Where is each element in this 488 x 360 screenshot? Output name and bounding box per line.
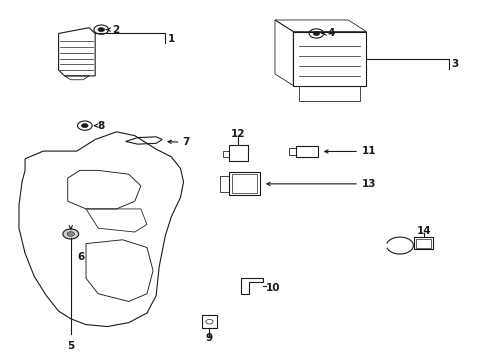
Text: 5: 5: [67, 341, 74, 351]
Text: 1: 1: [168, 34, 175, 44]
Text: 11: 11: [361, 147, 375, 157]
Text: 8: 8: [97, 121, 104, 131]
Circle shape: [67, 232, 74, 236]
Text: 9: 9: [205, 333, 213, 343]
Text: 3: 3: [451, 59, 458, 69]
Text: 10: 10: [265, 283, 280, 293]
Text: 7: 7: [182, 137, 189, 147]
Circle shape: [63, 229, 79, 239]
Text: 6: 6: [77, 252, 84, 262]
Circle shape: [312, 31, 319, 36]
Circle shape: [81, 123, 88, 128]
Circle shape: [98, 27, 104, 32]
Text: 2: 2: [111, 24, 119, 35]
Text: 14: 14: [416, 226, 430, 236]
Text: 13: 13: [361, 179, 375, 189]
Text: 12: 12: [231, 129, 245, 139]
Text: 4: 4: [327, 28, 334, 39]
